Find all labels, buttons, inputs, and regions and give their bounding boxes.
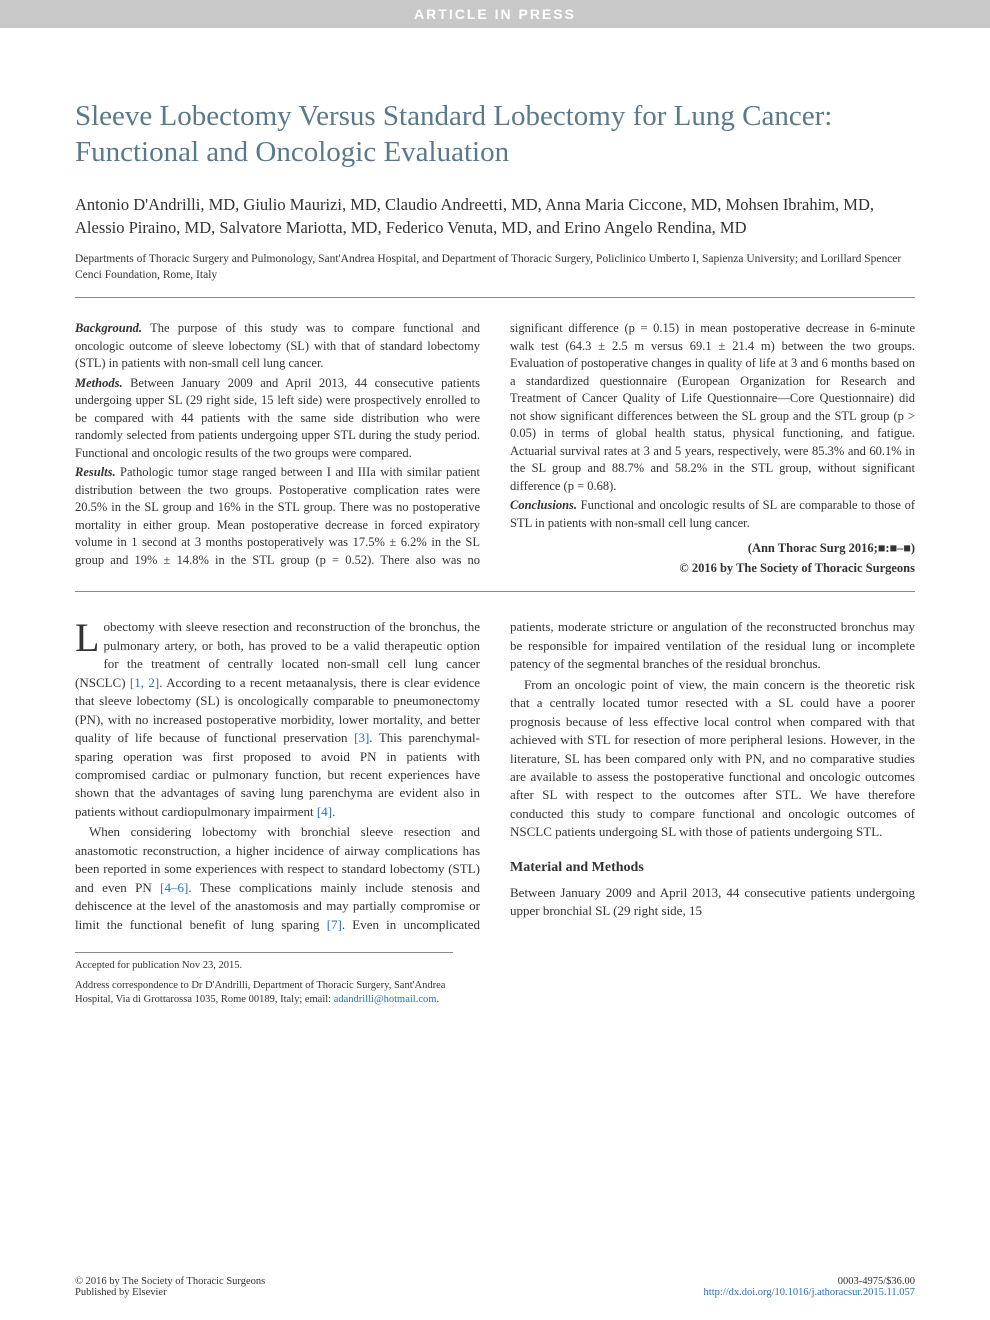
body-paragraph-1: Lobectomy with sleeve resection and reco…: [75, 618, 480, 821]
results-label: Results.: [75, 465, 116, 479]
abstract-methods: Methods. Between January 2009 and April …: [75, 375, 480, 463]
accepted-date: Accepted for publication Nov 23, 2015.: [75, 959, 453, 973]
abstract-conclusions: Conclusions. Functional and oncologic re…: [510, 497, 915, 532]
footnote-divider: [75, 952, 453, 953]
methods-label: Methods.: [75, 376, 123, 390]
abstract-background: Background. The purpose of this study wa…: [75, 320, 480, 373]
page-content: Sleeve Lobectomy Versus Standard Lobecto…: [0, 28, 990, 1008]
citation-ref[interactable]: [3]: [354, 730, 369, 745]
methods-text: Between January 2009 and April 2013, 44 …: [75, 376, 480, 460]
dropcap: L: [75, 618, 103, 655]
conclusions-label: Conclusions.: [510, 498, 577, 512]
footer-right: 0003-4975/$36.00 http://dx.doi.org/10.10…: [704, 1276, 915, 1298]
correspondence: Address correspondence to Dr D'Andrilli,…: [75, 979, 453, 1007]
doi-link[interactable]: http://dx.doi.org/10.1016/j.athoracsur.2…: [704, 1287, 915, 1298]
body-paragraph-4: Between January 2009 and April 2013, 44 …: [510, 884, 915, 921]
footer-copyright: © 2016 by The Society of Thoracic Surgeo…: [75, 1276, 265, 1287]
citation-ref[interactable]: [4]: [317, 804, 332, 819]
divider: [75, 297, 915, 298]
body-text: Lobectomy with sleeve resection and reco…: [75, 618, 915, 934]
footer-left: © 2016 by The Society of Thoracic Surgeo…: [75, 1276, 265, 1298]
page-footer: © 2016 by The Society of Thoracic Surgeo…: [75, 1276, 915, 1298]
footnote-block: Accepted for publication Nov 23, 2015. A…: [75, 959, 453, 1008]
abstract-copyright: © 2016 by The Society of Thoracic Surgeo…: [510, 560, 915, 578]
divider: [75, 591, 915, 592]
affiliations: Departments of Thoracic Surgery and Pulm…: [75, 252, 915, 283]
citation-ref[interactable]: [4–6]: [160, 880, 188, 895]
citation-ref[interactable]: [1, 2]: [130, 675, 159, 690]
section-heading: Material and Methods: [510, 858, 915, 878]
body-paragraph-3: From an oncologic point of view, the mai…: [510, 676, 915, 842]
author-list: Antonio D'Andrilli, MD, Giulio Maurizi, …: [75, 193, 915, 241]
article-title: Sleeve Lobectomy Versus Standard Lobecto…: [75, 98, 915, 171]
footer-publisher: Published by Elsevier: [75, 1287, 265, 1298]
citation-ref[interactable]: [7]: [327, 917, 342, 932]
citation: (Ann Thorac Surg 2016;■:■–■): [510, 540, 915, 558]
p1d: .: [332, 804, 335, 819]
abstract-block: Background. The purpose of this study wa…: [75, 320, 915, 577]
background-label: Background.: [75, 321, 142, 335]
article-in-press-banner: ARTICLE IN PRESS: [0, 0, 990, 28]
footer-issn: 0003-4975/$36.00: [704, 1276, 915, 1287]
correspondence-email-link[interactable]: adandrilli@hotmail.com: [334, 994, 437, 1005]
